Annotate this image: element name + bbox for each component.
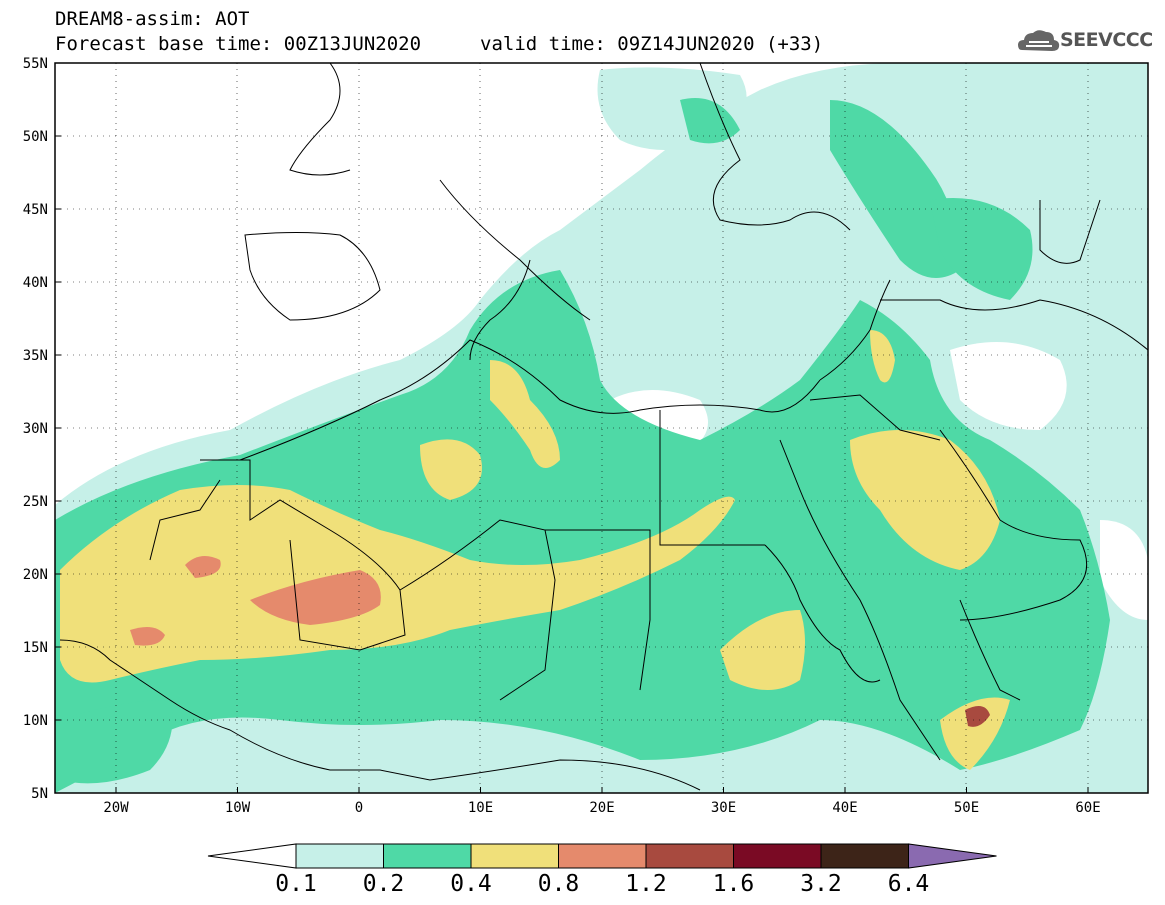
aot-contour-region	[930, 198, 1033, 300]
longitude-label: 50E	[954, 800, 979, 816]
aot-contour-region	[680, 98, 740, 144]
colorbar-label: 0.4	[450, 871, 492, 897]
longitude-label: 30E	[711, 800, 736, 816]
aot-contour-region	[60, 485, 735, 683]
latitude-label: 45N	[23, 202, 48, 218]
aot-contour-region	[420, 439, 482, 500]
colorbar-swatch	[558, 843, 647, 869]
latitude-label: 10N	[23, 713, 48, 729]
aot-contour-region	[950, 342, 1067, 430]
latitude-label: 30N	[23, 421, 48, 437]
latitude-label: 5N	[31, 786, 48, 802]
colorbar-swatch	[645, 843, 734, 869]
colorbar-swatch	[383, 843, 472, 869]
graticule	[55, 63, 1148, 793]
latitude-label: 15N	[23, 640, 48, 656]
colorbar-label: 0.8	[537, 871, 580, 897]
colorbar-swatch	[733, 843, 822, 869]
aot-contour-region	[55, 270, 1110, 793]
aot-contour-region	[850, 430, 1000, 570]
aot-contour-region	[1100, 520, 1148, 620]
aot-contour-region	[940, 697, 1010, 770]
forecast-base-time: Forecast base time: 00Z13JUN2020	[55, 33, 422, 55]
longitude-label: 0	[355, 800, 363, 816]
aot-contour-region	[490, 360, 560, 468]
colorbar-label: 1.6	[712, 871, 755, 897]
seevccc-logo: SEEVCCC	[1060, 29, 1153, 51]
colorbar-max-arrow	[908, 843, 997, 869]
colorbar-swatch	[470, 843, 559, 869]
colorbar-min-arrow	[207, 843, 297, 869]
aot-contour-region	[870, 330, 895, 383]
longitude-label: 20W	[103, 800, 129, 816]
latitude-label: 55N	[23, 56, 48, 72]
latitude-label: 40N	[23, 275, 48, 291]
longitude-label: 40E	[832, 800, 857, 816]
cloud-icon	[1018, 30, 1060, 51]
longitude-labels: 20W 10W 0 10E 20E 30E 40E 50E 60E	[103, 787, 1101, 816]
colorbar-swatch	[820, 843, 909, 869]
longitude-label: 20E	[589, 800, 614, 816]
latitude-label: 20N	[23, 567, 48, 583]
aot-contour-region	[965, 706, 990, 727]
latitude-label: 35N	[23, 348, 48, 364]
longitude-label: 10W	[225, 800, 251, 816]
aot-contour-region	[830, 100, 960, 278]
longitude-label: 60E	[1075, 800, 1100, 816]
latitude-labels: 55N 50N 45N 40N 35N 30N 25N 20N 15N 10N 5N	[23, 56, 61, 802]
aot-contour-region	[130, 626, 165, 646]
colorbar-label: 3.2	[800, 871, 842, 897]
colorbar-swatch	[295, 843, 384, 869]
aot-contour-region	[185, 556, 221, 578]
aot-contour-region	[720, 610, 805, 690]
colorbar-label: 0.2	[362, 871, 405, 897]
latitude-label: 50N	[23, 129, 48, 145]
aot-contour-region	[250, 570, 381, 625]
colorbar	[207, 843, 997, 869]
country-borders	[59, 63, 1148, 791]
longitude-label: 10E	[468, 800, 493, 816]
valid-time: valid time: 09Z14JUN2020 (+33)	[480, 33, 824, 55]
colorbar-label: 1.2	[625, 871, 667, 897]
colorbar-label: 0.1	[275, 871, 317, 897]
map-title: DREAM8-assim: AOT	[55, 8, 250, 30]
colorbar-label: 6.4	[887, 871, 930, 897]
latitude-label: 25N	[23, 494, 48, 510]
